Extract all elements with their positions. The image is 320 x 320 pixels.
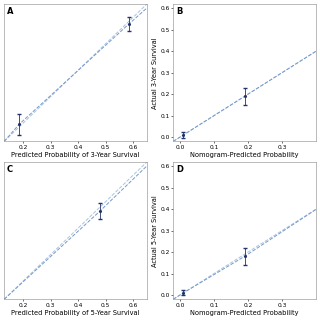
Text: C: C — [7, 165, 13, 174]
Text: B: B — [176, 7, 182, 16]
X-axis label: Predicted Probability of 5-Year Survival: Predicted Probability of 5-Year Survival — [11, 310, 140, 316]
Y-axis label: Actual 5-Year Survival: Actual 5-Year Survival — [152, 195, 158, 267]
X-axis label: Nomogram-Predicted Probability: Nomogram-Predicted Probability — [190, 152, 299, 158]
Text: D: D — [176, 165, 183, 174]
Text: A: A — [7, 7, 13, 16]
X-axis label: Nomogram-Predicted Probability: Nomogram-Predicted Probability — [190, 310, 299, 316]
Y-axis label: Actual 3-Year Survival: Actual 3-Year Survival — [152, 37, 158, 108]
X-axis label: Predicted Probability of 3-Year Survival: Predicted Probability of 3-Year Survival — [11, 152, 140, 158]
